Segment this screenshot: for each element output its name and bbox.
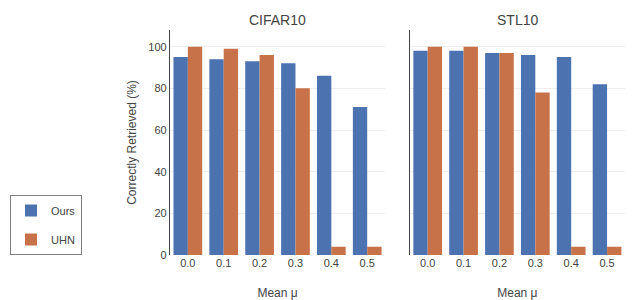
svg-text:80: 80 (154, 82, 166, 94)
svg-text:40: 40 (154, 166, 166, 178)
svg-text:0.1: 0.1 (456, 257, 471, 269)
svg-text:0.5: 0.5 (599, 257, 614, 269)
svg-text:UHN: UHN (51, 234, 75, 246)
svg-text:0.4: 0.4 (324, 257, 339, 269)
svg-text:20: 20 (154, 207, 166, 219)
svg-text:100: 100 (148, 41, 166, 53)
svg-text:60: 60 (154, 124, 166, 136)
svg-text:0: 0 (161, 249, 167, 261)
svg-text:0.4: 0.4 (564, 257, 579, 269)
svg-text:0.1: 0.1 (216, 257, 231, 269)
svg-text:0.2: 0.2 (492, 257, 507, 269)
svg-text:0.3: 0.3 (288, 257, 303, 269)
svg-text:0.2: 0.2 (252, 257, 267, 269)
svg-text:CIFAR10: CIFAR10 (249, 12, 306, 28)
svg-text:0.0: 0.0 (180, 257, 195, 269)
svg-text:Correctly Retrieved (%): Correctly Retrieved (%) (125, 80, 139, 205)
svg-text:Ours: Ours (51, 205, 75, 217)
svg-text:STL10: STL10 (497, 12, 538, 28)
svg-text:Mean μ: Mean μ (497, 286, 537, 300)
svg-text:0.0: 0.0 (420, 257, 435, 269)
svg-text:0.3: 0.3 (528, 257, 543, 269)
svg-text:0.5: 0.5 (360, 257, 375, 269)
svg-text:Mean μ: Mean μ (257, 286, 297, 300)
